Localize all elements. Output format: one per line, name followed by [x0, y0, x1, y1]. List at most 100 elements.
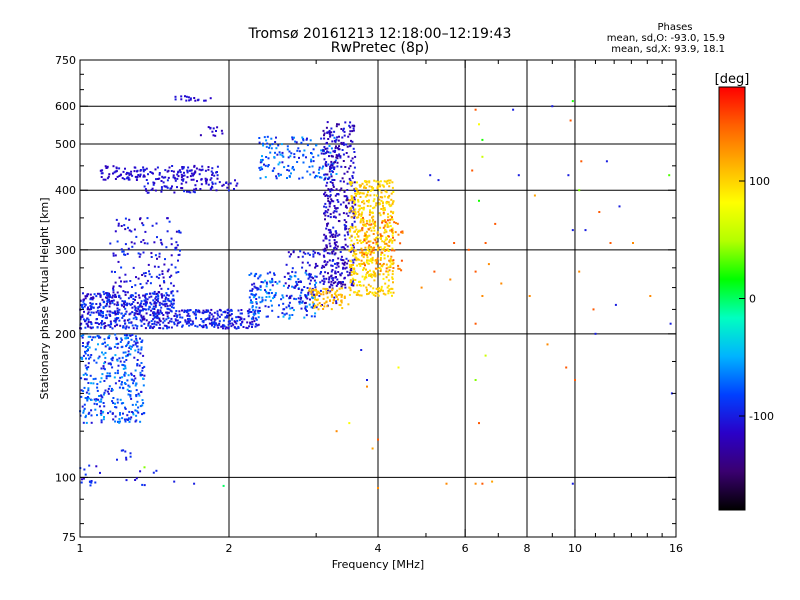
- data-point: [360, 207, 363, 210]
- data-point: [322, 254, 325, 257]
- data-point: [386, 182, 389, 185]
- data-point: [360, 215, 363, 218]
- data-point: [301, 136, 304, 139]
- data-point: [374, 224, 377, 227]
- data-point: [312, 277, 315, 280]
- data-point: [114, 230, 117, 233]
- data-point: [170, 300, 173, 303]
- data-point: [111, 296, 114, 299]
- data-point: [251, 293, 254, 296]
- data-point: [150, 252, 153, 255]
- data-point: [157, 309, 159, 312]
- data-point: [116, 301, 119, 304]
- data-point: [82, 477, 85, 480]
- data-point: [368, 292, 370, 295]
- data-point: [83, 407, 86, 410]
- data-point: [119, 341, 122, 343]
- data-point: [353, 199, 356, 202]
- data-point: [146, 279, 149, 282]
- data-point: [546, 343, 549, 346]
- data-point: [101, 351, 103, 354]
- data-point: [154, 189, 157, 192]
- data-point: [354, 236, 357, 239]
- data-point: [322, 287, 325, 290]
- data-point: [143, 466, 146, 469]
- data-point: [318, 253, 321, 256]
- data-point: [108, 313, 111, 316]
- data-point: [102, 322, 105, 325]
- data-point: [107, 337, 110, 340]
- data-point: [90, 409, 93, 412]
- data-point: [366, 262, 369, 265]
- data-point: [357, 200, 360, 203]
- data-point: [346, 198, 349, 201]
- data-point: [313, 176, 316, 179]
- data-point: [321, 304, 323, 306]
- data-point: [300, 288, 303, 291]
- data-point: [87, 387, 90, 390]
- data-point: [122, 170, 125, 173]
- data-point: [352, 161, 355, 164]
- data-point: [327, 228, 330, 231]
- data-point: [144, 299, 147, 302]
- data-point: [339, 155, 342, 158]
- data-point: [369, 269, 371, 272]
- data-point: [146, 217, 149, 220]
- data-point: [88, 357, 90, 360]
- data-point: [255, 323, 258, 326]
- data-point: [112, 289, 115, 292]
- data-point: [356, 284, 359, 287]
- data-point: [205, 182, 208, 185]
- data-point: [167, 294, 170, 297]
- data-point: [326, 224, 329, 227]
- phase-stats-heading: Phases: [657, 22, 693, 33]
- data-point: [378, 189, 381, 192]
- data-point: [96, 386, 99, 389]
- data-point: [302, 139, 305, 142]
- data-point: [91, 302, 94, 305]
- data-point: [368, 274, 370, 277]
- data-point: [261, 158, 264, 161]
- data-point: [299, 250, 302, 253]
- data-point: [365, 288, 368, 291]
- data-point: [100, 409, 103, 412]
- data-point: [81, 314, 84, 317]
- data-point: [214, 182, 217, 185]
- data-point: [290, 275, 293, 278]
- data-point: [128, 218, 131, 221]
- data-point: [387, 292, 390, 295]
- data-point: [571, 482, 574, 485]
- data-point: [133, 375, 136, 377]
- data-point: [227, 312, 230, 314]
- data-point: [143, 175, 146, 178]
- data-point: [387, 213, 389, 216]
- data-point: [352, 147, 355, 150]
- data-point: [89, 335, 92, 338]
- data-point: [389, 214, 392, 217]
- data-point: [267, 291, 270, 294]
- data-point: [350, 266, 353, 268]
- data-point: [127, 418, 129, 421]
- data-point: [387, 196, 390, 199]
- data-point: [368, 223, 371, 226]
- data-point: [133, 242, 136, 245]
- data-point: [311, 165, 314, 168]
- data-point: [125, 479, 128, 482]
- data-point: [364, 223, 366, 226]
- data-point: [90, 305, 93, 308]
- data-point: [142, 308, 145, 310]
- data-point: [367, 228, 370, 231]
- data-point: [155, 301, 158, 304]
- data-point: [358, 213, 361, 216]
- data-point: [350, 271, 353, 274]
- data-point: [291, 166, 294, 168]
- data-point: [82, 300, 85, 303]
- data-point: [277, 172, 280, 175]
- data-point: [107, 324, 110, 327]
- data-point: [333, 215, 336, 218]
- data-point: [224, 316, 227, 319]
- data-point: [491, 480, 494, 483]
- data-point: [145, 303, 147, 306]
- data-point: [353, 270, 356, 273]
- data-point: [316, 298, 319, 301]
